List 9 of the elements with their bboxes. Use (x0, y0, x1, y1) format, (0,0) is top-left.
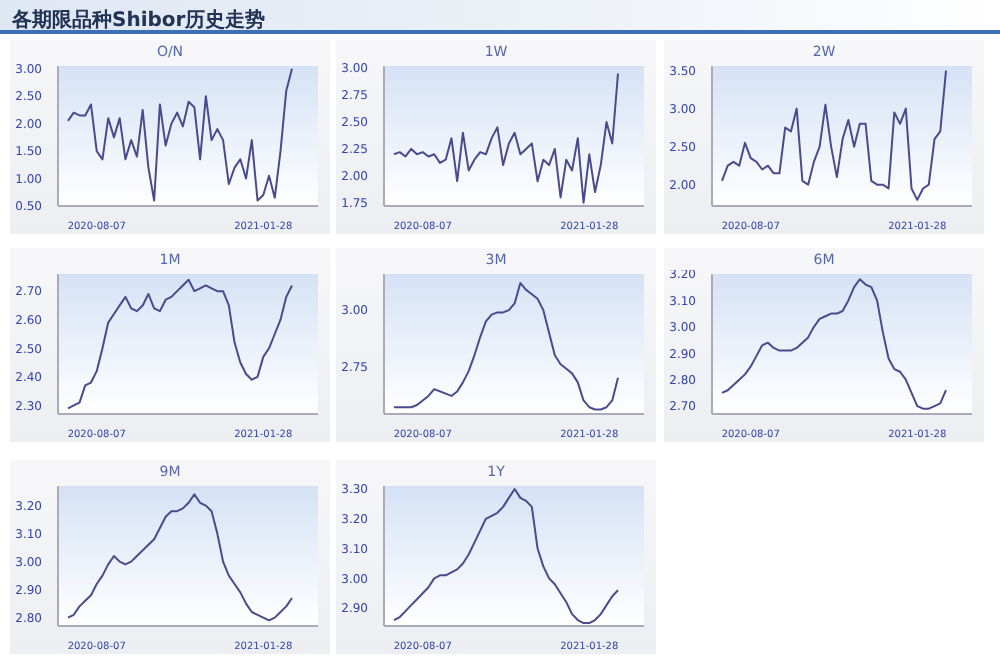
text: 各期限品种Shibor历史走势 (12, 10, 266, 32)
line-series (393, 487, 619, 625)
line-series (67, 493, 293, 622)
line-series (67, 67, 293, 202)
line-series (721, 69, 947, 201)
line-series (721, 278, 947, 410)
line-series (393, 282, 619, 411)
line-series (67, 278, 293, 410)
line-series (393, 72, 619, 204)
